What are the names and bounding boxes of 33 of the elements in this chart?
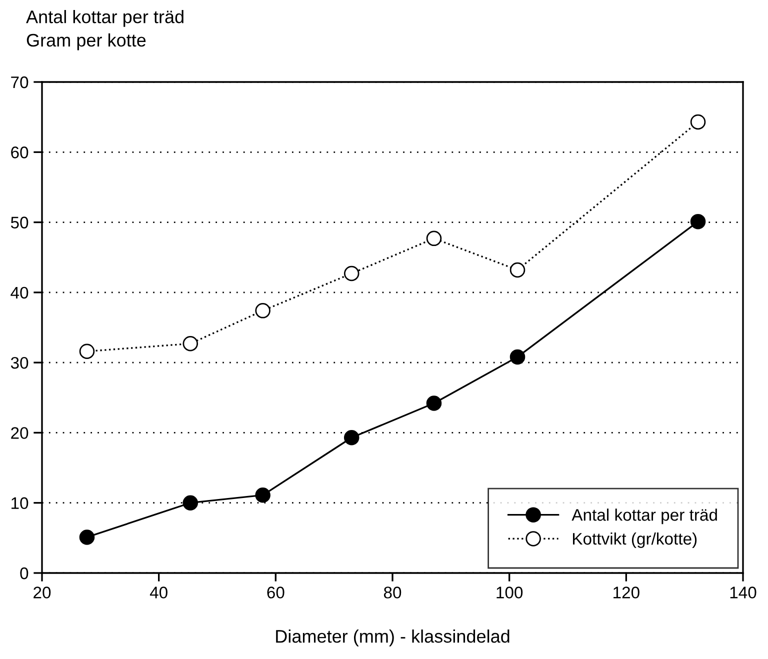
point — [344, 266, 360, 282]
y-tick-label: 10 — [12, 497, 28, 510]
point — [182, 336, 198, 352]
point — [344, 430, 360, 446]
y-tick-label: 40 — [10, 286, 28, 299]
x-tick-label: 140 — [730, 586, 756, 598]
point — [510, 349, 526, 365]
point — [79, 344, 95, 359]
point — [182, 495, 198, 510]
x-tick-label: 80 — [384, 586, 402, 598]
y-tick-label: 0 — [20, 567, 28, 580]
x-tick-label: 120 — [614, 586, 640, 598]
legend-label: Kottvikt (gr/kotte) — [573, 532, 697, 548]
y-tick-label: 30 — [10, 356, 28, 369]
point — [426, 230, 442, 246]
point — [255, 303, 270, 318]
point — [690, 214, 706, 230]
x-axis-title: Diameter (mm) - klassindelad — [276, 630, 510, 646]
point — [426, 396, 442, 411]
y-tick-label: 60 — [11, 146, 28, 158]
x-tick-label: 100 — [496, 586, 523, 598]
x-tick-label: 40 — [150, 586, 168, 598]
point — [79, 530, 95, 545]
point — [255, 488, 270, 503]
y-tick-label: 20 — [11, 427, 28, 439]
x-tick-label: 20 — [34, 586, 51, 598]
y-axis-title: Antal kottar per träd Gram per kotte — [26, 10, 184, 50]
point — [510, 262, 526, 278]
y-tick-label: 50 — [10, 216, 28, 228]
point — [690, 114, 706, 130]
x-tick-label: 60 — [267, 586, 284, 598]
y-tick-label: 70 — [11, 76, 28, 88]
legend-label: Antal kottar per träd — [572, 508, 717, 524]
